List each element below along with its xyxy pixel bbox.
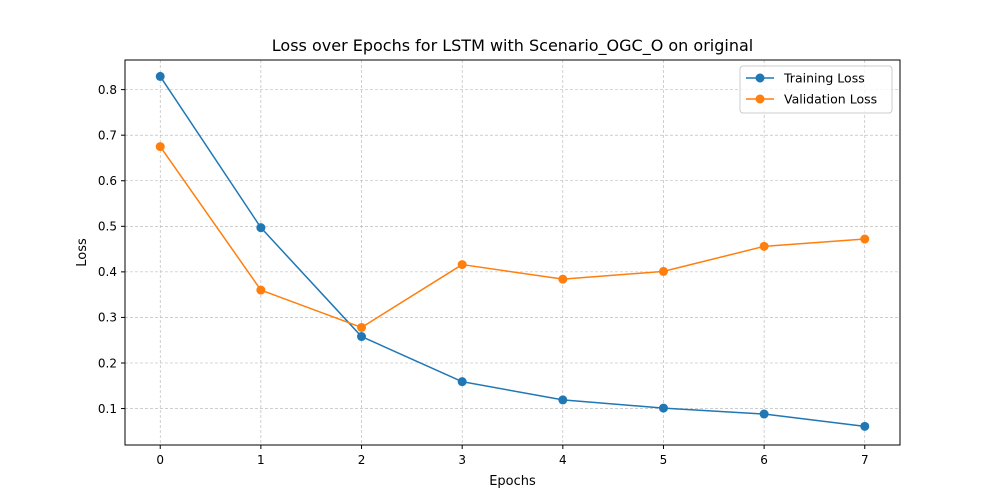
- validation-loss-point: [256, 285, 266, 295]
- legend-box: [739, 65, 893, 114]
- series-layer: [155, 71, 870, 431]
- y-tick-label: 0.8: [98, 83, 117, 97]
- training-loss-point: [558, 395, 568, 405]
- training-loss-point: [155, 71, 165, 81]
- legend-label-training: Training Loss: [783, 71, 865, 86]
- y-tick-label: 0.1: [98, 402, 117, 416]
- x-tick-label: 6: [760, 453, 768, 467]
- legend-marker-validation: [755, 94, 765, 104]
- validation-loss-point: [558, 274, 568, 284]
- grid: [125, 60, 900, 445]
- legend: Training Loss Validation Loss: [739, 65, 893, 114]
- validation-loss-point: [860, 234, 870, 244]
- validation-loss-point: [155, 142, 165, 152]
- legend-label-validation: Validation Loss: [784, 92, 877, 107]
- training-loss-line: [159, 75, 865, 428]
- x-tick-label: 1: [257, 453, 265, 467]
- y-tick-label: 0.7: [98, 128, 117, 142]
- x-tick-label: 2: [358, 453, 366, 467]
- validation-loss-point: [457, 260, 467, 270]
- x-tick-label: 7: [861, 453, 869, 467]
- training-loss-point: [860, 421, 870, 431]
- training-loss-point: [256, 223, 266, 233]
- training-loss-point: [658, 403, 668, 413]
- validation-loss-line: [159, 146, 865, 329]
- x-tick-label: 0: [156, 453, 164, 467]
- training-loss-point: [357, 332, 367, 342]
- y-tick-label: 0.4: [98, 265, 117, 279]
- y-tick-label: 0.6: [98, 174, 117, 188]
- chart-title: Loss over Epochs for LSTM with Scenario_…: [272, 36, 753, 56]
- validation-loss-point: [357, 322, 367, 332]
- x-tick-label: 5: [660, 453, 668, 467]
- y-tick-label: 0.5: [98, 220, 117, 234]
- x-tick-label: 4: [559, 453, 567, 467]
- y-axis-label: Loss: [75, 238, 90, 267]
- x-axis: 0 1 2 3 4 5 6 7: [156, 445, 869, 467]
- x-axis-label: Epochs: [489, 474, 536, 489]
- y-tick-label: 0.3: [98, 311, 117, 325]
- validation-loss-point: [658, 266, 668, 276]
- y-tick-label: 0.2: [98, 356, 117, 370]
- training-loss-point: [457, 377, 467, 387]
- plot-frame: [124, 59, 901, 446]
- legend-marker-training: [755, 73, 765, 83]
- validation-loss-point: [759, 241, 769, 251]
- training-loss-point: [759, 409, 769, 419]
- y-axis: 0.1 0.2 0.3 0.4 0.5 0.6 0.7 0.8: [98, 83, 125, 416]
- x-tick-label: 3: [458, 453, 466, 467]
